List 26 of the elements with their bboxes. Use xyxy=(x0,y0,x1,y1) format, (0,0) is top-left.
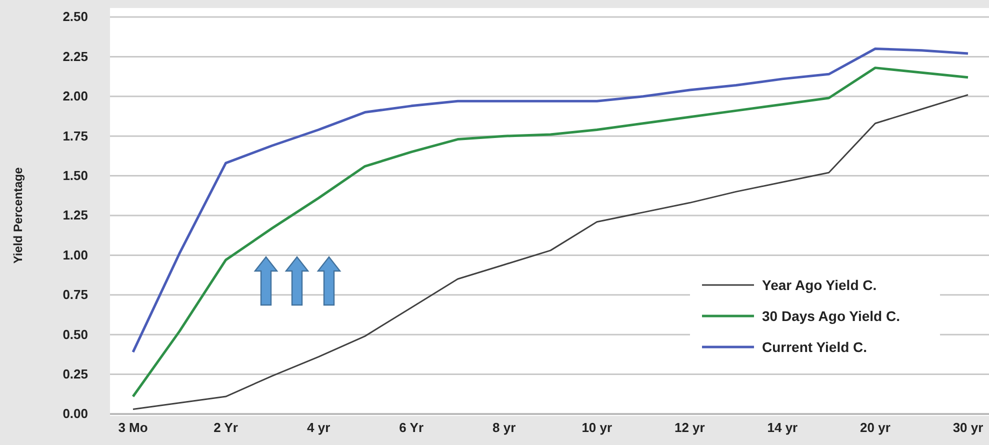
y-tick-label: 1.75 xyxy=(62,128,88,144)
y-tick-label: 0.00 xyxy=(62,406,88,422)
y-tick-label: 2.00 xyxy=(62,88,88,104)
x-tick-label: 20 yr xyxy=(860,420,890,436)
line-series xyxy=(132,48,970,354)
x-tick-label: 3 Mo xyxy=(118,420,148,436)
y-tick-label: 2.50 xyxy=(62,9,88,24)
legend-label: 30 Days Ago Yield C. xyxy=(762,308,900,324)
y-tick-label: 1.25 xyxy=(62,208,88,223)
legend-label: Year Ago Yield C. xyxy=(762,277,877,293)
y-axis-title: Yield Percentage xyxy=(11,167,25,264)
y-tick-label: 0.25 xyxy=(62,366,88,382)
x-tick-label: 6 Yr xyxy=(399,420,424,436)
x-tick-label: 30 yr xyxy=(952,420,984,436)
y-tick-label: 0.50 xyxy=(62,326,88,342)
x-tick-label: 12 yr xyxy=(674,420,705,436)
x-tick-label: 2 Yr xyxy=(214,420,238,436)
x-tick-label: 10 yr xyxy=(582,420,612,436)
x-tick-label: 14 yr xyxy=(767,420,798,436)
x-tick-label: 8 yr xyxy=(492,420,516,436)
y-tick-label: 0.75 xyxy=(62,287,88,302)
y-tick-label: 1.50 xyxy=(62,168,88,183)
x-tick-label: 4 yr xyxy=(306,420,330,436)
legend-label: Current Yield C. xyxy=(762,339,868,355)
y-tick-label: 2.25 xyxy=(62,48,88,64)
y-tick-label: 1.00 xyxy=(62,247,88,262)
